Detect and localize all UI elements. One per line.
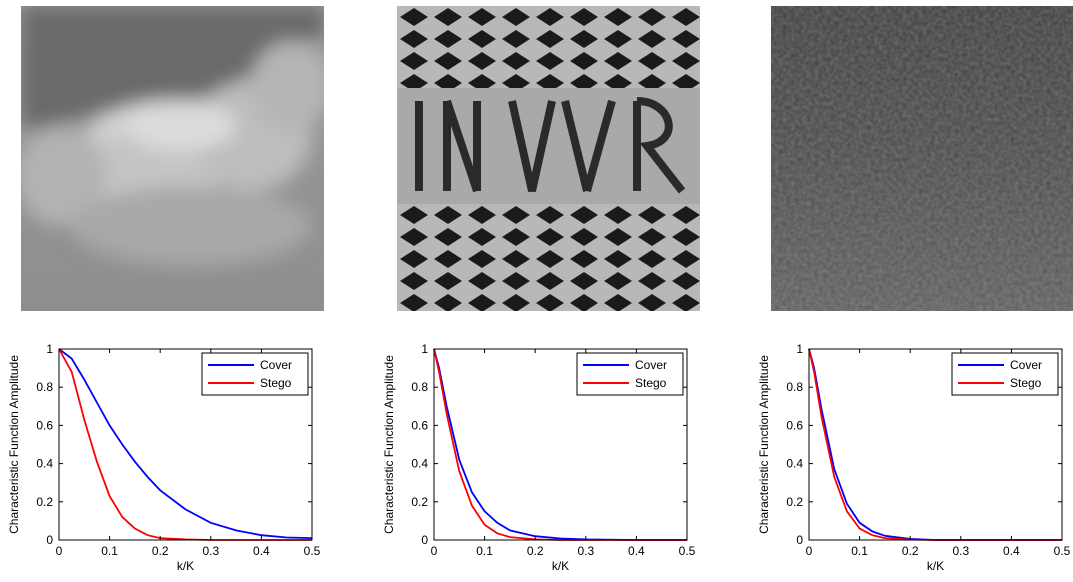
x-tick-label: 0.5: [679, 544, 696, 558]
x-tick-label: 0.5: [304, 544, 321, 558]
x-tick-label: 0.2: [152, 544, 169, 558]
x-axis-label: k/K: [927, 559, 944, 573]
y-tick-label: 0.6: [36, 418, 53, 432]
legend-label-stego: Stego: [1010, 376, 1042, 390]
y-tick-label: 1: [46, 342, 53, 356]
plot-area-frame: [808, 348, 1063, 541]
y-tick-label: 1: [796, 342, 803, 356]
legend-label-stego: Stego: [635, 376, 667, 390]
metal-plate-image: [397, 6, 700, 311]
x-tick-label: 0.4: [628, 544, 645, 558]
y-tick-label: 0.4: [411, 457, 428, 471]
x-axis-label: k/K: [177, 559, 194, 573]
plot-area-frame: [433, 348, 688, 541]
y-tick-label: 0: [421, 533, 428, 547]
y-tick-label: 0.6: [411, 418, 428, 432]
y-tick-label: 0.8: [411, 380, 428, 394]
x-tick-label: 0.1: [851, 544, 868, 558]
legend-label-stego: Stego: [260, 376, 292, 390]
legend-label-cover: Cover: [1010, 358, 1042, 372]
y-tick-label: 0: [46, 533, 53, 547]
y-tick-label: 0.2: [786, 495, 803, 509]
chart-1: 0 0.1 0.2 0.3 0.4 0.5 0 0.2 0.4 0.6 0.8 1 k/K Charact…: [0, 336, 340, 582]
y-tick-label: 0.4: [36, 457, 53, 471]
y-tick-label: 0.4: [786, 457, 803, 471]
x-tick-label: 0: [806, 544, 813, 558]
x-tick-label: 0.3: [577, 544, 594, 558]
legend-label-cover: Cover: [635, 358, 667, 372]
y-tick-label: 0.2: [411, 495, 428, 509]
y-tick-label: 1: [421, 342, 428, 356]
x-tick-label: 0.1: [476, 544, 493, 558]
x-tick-label: 0.4: [1003, 544, 1020, 558]
x-tick-label: 0: [431, 544, 438, 558]
x-tick-label: 0.3: [952, 544, 969, 558]
y-axis-label: Characteristic Function Amplitude: [757, 355, 771, 534]
y-tick-label: 0.8: [786, 380, 803, 394]
legend-box: [951, 352, 1059, 396]
x-tick-label: 0.4: [253, 544, 270, 558]
series-line-cover: [58, 348, 313, 539]
y-tick-label: 0.6: [786, 418, 803, 432]
y-tick-label: 0.8: [36, 380, 53, 394]
clouds-image: [21, 6, 324, 311]
y-axis-label: Characteristic Function Amplitude: [382, 355, 396, 534]
foliage-image: [771, 6, 1073, 311]
x-tick-label: 0.5: [1054, 544, 1071, 558]
y-tick-label: 0.2: [36, 495, 53, 509]
x-tick-label: 0: [56, 544, 63, 558]
legend-box: [576, 352, 684, 396]
x-tick-label: 0.2: [902, 544, 919, 558]
x-axis-label: k/K: [552, 559, 569, 573]
x-tick-label: 0.1: [101, 544, 118, 558]
y-tick-label: 0: [796, 533, 803, 547]
legend-label-cover: Cover: [260, 358, 292, 372]
x-tick-label: 0.2: [527, 544, 544, 558]
plot-area-frame: [58, 348, 313, 541]
chart-3: 0 0.1 0.2 0.3 0.4 0.5 0 0.2 0.4 0.6 0.8 1 k/K Charact…: [750, 336, 1073, 582]
legend-box: [201, 352, 309, 396]
x-tick-label: 0.3: [202, 544, 219, 558]
y-axis-label: Characteristic Function Amplitude: [7, 355, 21, 534]
chart-2: 0 0.1 0.2 0.3 0.4 0.5 0 0.2 0.4 0.6 0.8 1 k/K Charact…: [375, 336, 715, 582]
